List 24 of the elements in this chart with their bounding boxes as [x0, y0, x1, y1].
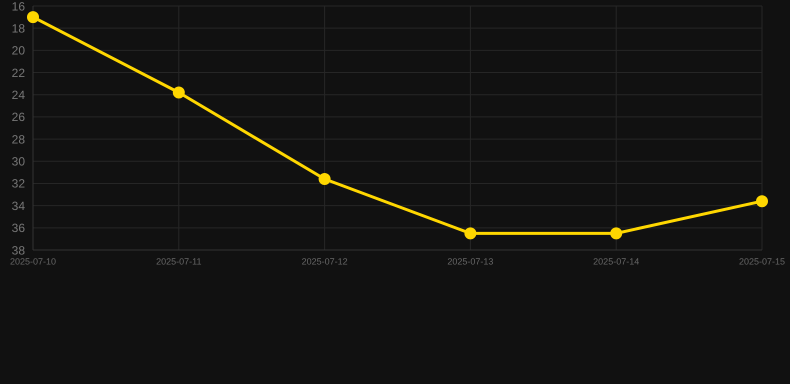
y-tick-label: 32: [12, 176, 26, 191]
x-tick-label: 2025-07-15: [738, 256, 786, 266]
point: [172, 86, 185, 99]
point: [756, 195, 768, 208]
x-tick-label: 2025-07-14: [593, 256, 640, 266]
x-tick-label: 2025-07-12: [302, 256, 348, 266]
y-tick-label: 36: [12, 221, 26, 236]
point: [464, 227, 476, 240]
y-tick-label: 20: [12, 44, 26, 58]
point: [27, 11, 39, 24]
y-tick-label: 26: [12, 110, 26, 124]
y-tick-label: 24: [12, 88, 26, 102]
x-tick-label: 2025-07-13: [447, 256, 494, 266]
y-tick-label: 34: [12, 198, 26, 213]
y-tick-label: 38: [12, 243, 26, 258]
x-tick-label: 2025-07-10: [10, 256, 56, 266]
y-tick-label: 16: [12, 0, 26, 14]
x-tick-label: 2025-07-11: [156, 256, 202, 266]
point: [318, 173, 331, 186]
point: [610, 227, 622, 240]
y-tick-label: 28: [12, 132, 26, 146]
y-tick-label: 30: [12, 154, 26, 169]
y-tick-label: 18: [12, 21, 26, 36]
y-tick-label: 22: [12, 66, 26, 80]
